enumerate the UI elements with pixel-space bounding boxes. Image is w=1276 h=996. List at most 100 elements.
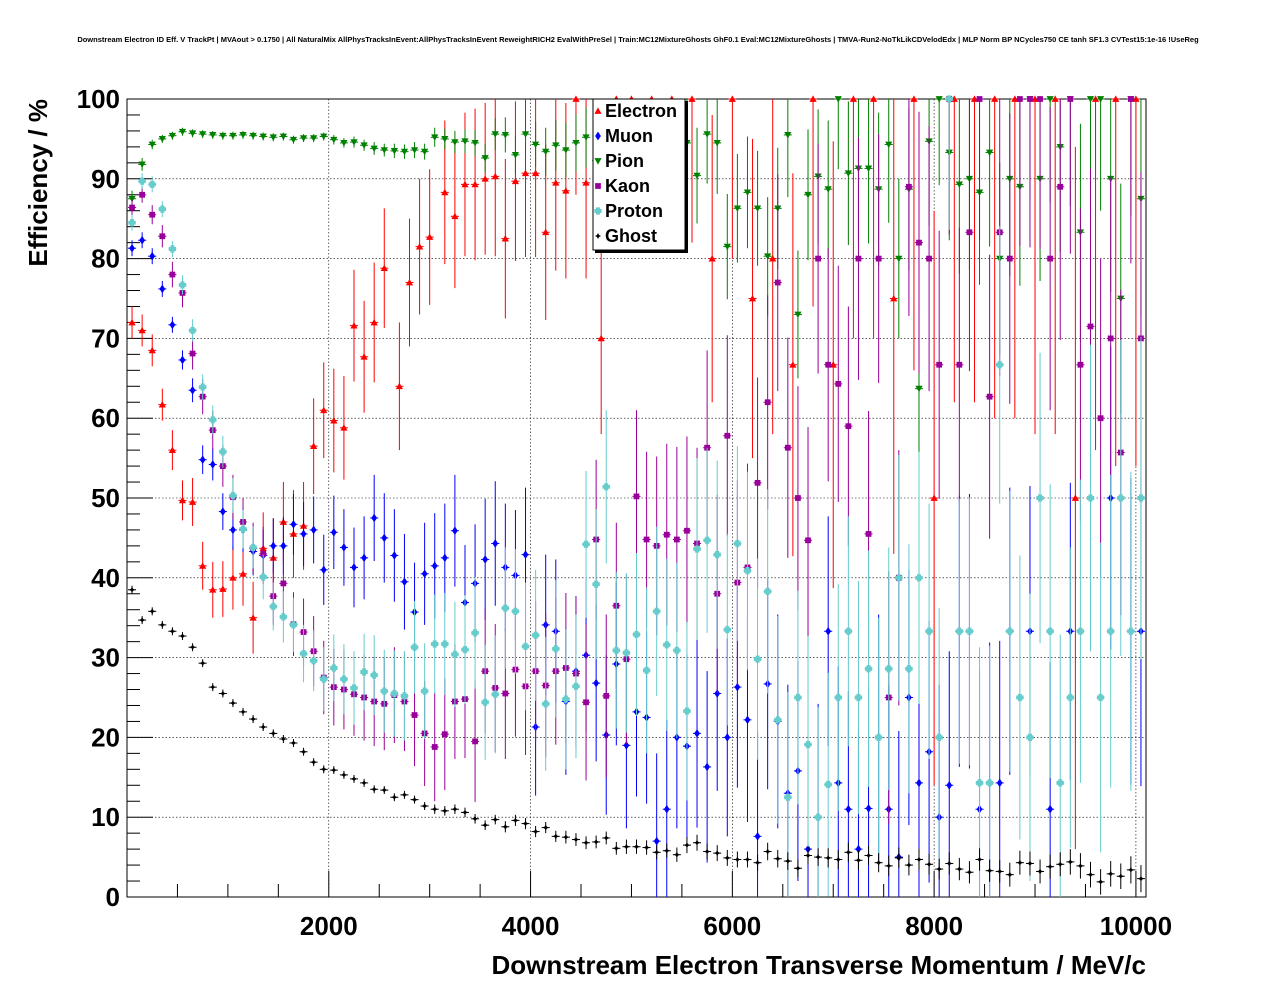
y-tick-label: 30 [91,643,120,673]
proton-point [471,629,479,637]
pion-point [360,142,368,149]
pion-point [491,131,499,138]
ghost-series [128,585,1145,895]
proton-point [461,646,469,654]
proton-point [875,733,883,741]
proton-point [885,665,893,673]
kaon-point [643,536,650,543]
muon-point [916,778,922,788]
ghost-point [149,608,156,615]
kaon-point [280,580,287,587]
pion-point [289,136,298,144]
y-tick-label: 90 [91,164,120,194]
pion-point [410,147,419,154]
electron-point [395,382,404,390]
pion-point [461,138,469,145]
kaon-point [583,699,589,706]
pion-point [885,141,893,149]
electron-point [562,187,570,194]
muon-point [330,527,337,537]
pion-point [128,195,136,203]
ghost-point [946,860,953,867]
muon-point [855,844,862,854]
pion-point [501,132,509,139]
y-tick-label: 10 [91,802,120,832]
y-tick-label: 20 [91,722,120,752]
pion-point [269,134,277,141]
kaon-point [926,255,932,262]
proton-point [542,700,550,708]
kaon-point [663,531,670,538]
proton-point [1096,693,1105,702]
pion-point [572,140,580,147]
pion-point [400,148,409,156]
pion-point [824,186,832,193]
kaon-point [865,531,872,537]
electron-point [209,586,217,593]
kaon-point [815,255,821,262]
muon-point [280,541,287,551]
muon-point [996,778,1003,788]
proton-point [138,177,146,185]
pion-point [935,96,943,103]
proton-point [774,716,782,724]
ghost-point [1037,868,1044,875]
ghost-point [169,628,176,635]
pion-point [511,151,520,159]
electron-point [471,180,479,188]
proton-point [158,205,166,213]
electron-point [1112,95,1120,102]
pion-point [542,148,550,156]
kaon-point [129,204,135,211]
y-tick-label: 70 [91,323,120,353]
electron-point [229,574,237,581]
kaon-point [1027,96,1033,102]
ghost-point [1117,873,1124,880]
ghost-point [280,735,287,742]
electron-point [521,169,530,177]
pion-point [703,131,711,138]
y-axis-title: Efficiency / % [23,99,53,267]
proton-point [148,180,156,188]
kaon-point [1037,96,1043,102]
proton-point [340,675,348,683]
electron-point [128,318,136,326]
kaon-point [875,255,882,262]
muon-point [139,235,146,245]
ghost-point [1006,871,1013,878]
muon-point [129,243,135,253]
ghost-point [401,791,408,798]
ghost-point [724,854,731,861]
ghost-point [734,856,741,863]
x-tick-label: 4000 [502,911,560,941]
muon-point [492,539,499,548]
axes: 2000 4000 6000 8000 10000 0 10 20 30 40 50 60 70 80 90… [77,84,1172,941]
kaon-point [1057,183,1064,190]
ghost-point [290,739,297,746]
ghost-point [794,865,801,872]
ghost-point [966,869,973,876]
ghost-point [522,820,529,827]
pion-point [168,132,177,140]
pion-point [764,253,772,260]
pion-point [1046,96,1054,103]
muon-point [724,733,731,742]
proton-point [642,666,651,674]
proton-point [249,543,257,552]
pion-point [1086,96,1095,103]
proton-point [209,416,217,424]
electron-point [829,361,837,368]
electron-point [380,264,388,272]
muon-point [199,455,206,465]
electron-point [188,498,197,505]
proton-point [895,574,903,582]
kaon-point [1047,255,1054,262]
legend-entry-pion: Pion [594,151,644,171]
ghost-point [179,633,186,640]
proton-point [1117,494,1125,502]
proton-point [350,684,358,692]
ghost-point [451,806,458,813]
y-tick-label: 80 [91,244,120,274]
electron-point [572,95,580,102]
